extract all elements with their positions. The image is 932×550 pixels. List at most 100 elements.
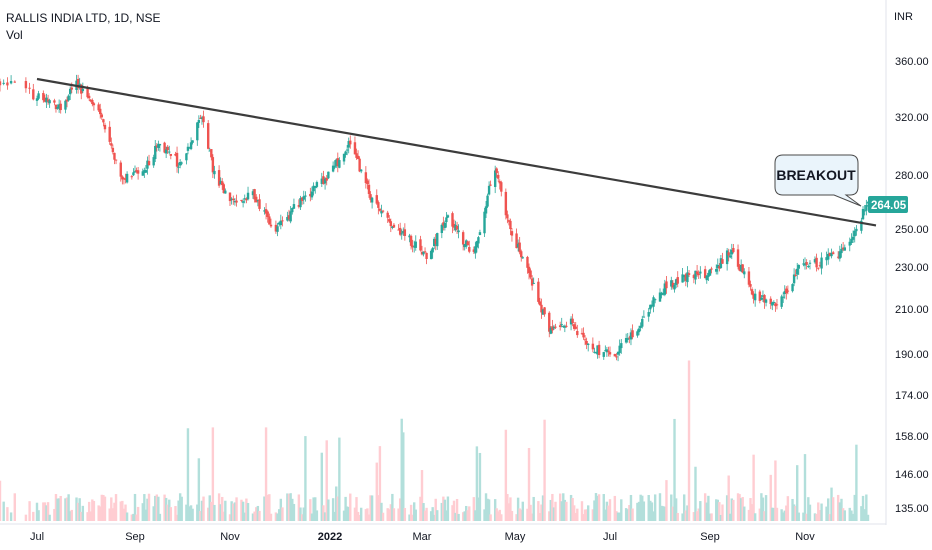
price-tick-label: 190.00 <box>895 349 929 361</box>
volume-bar <box>175 514 179 521</box>
candle <box>68 86 72 101</box>
candle <box>624 333 628 344</box>
breakout-callout[interactable]: BREAKOUT <box>774 154 862 207</box>
volume-bar <box>771 507 774 521</box>
candle <box>705 275 708 284</box>
time-axis[interactable]: Jul Sep Nov 2022 Mar May Jul Sep Nov <box>30 531 815 543</box>
volume-bar <box>266 494 269 521</box>
time-tick-label: Jul <box>603 531 617 543</box>
candle <box>560 317 563 328</box>
candle <box>703 265 707 279</box>
candle <box>468 240 471 254</box>
volume-bar <box>851 513 855 521</box>
volume-bar <box>692 512 696 521</box>
candle <box>241 198 245 208</box>
volume-bar <box>626 509 629 521</box>
volume-bar <box>817 502 820 521</box>
candle <box>355 148 358 160</box>
candle <box>258 194 261 212</box>
candle <box>344 150 347 158</box>
volume-bar <box>48 514 51 521</box>
candle <box>715 264 718 275</box>
candle <box>805 259 808 270</box>
volume-bar <box>325 440 328 521</box>
volume-bar <box>124 504 127 521</box>
volume-bar <box>191 508 194 521</box>
volume-bar <box>785 505 788 521</box>
volume-bar <box>345 506 349 521</box>
candle <box>419 235 422 252</box>
candle <box>65 96 69 108</box>
candle <box>629 328 633 346</box>
candle <box>697 270 700 279</box>
volume-bar <box>483 509 486 521</box>
candle <box>342 153 346 165</box>
volume-bar <box>189 505 193 521</box>
volume-bar <box>333 511 336 521</box>
resistance-trendline[interactable] <box>36 77 877 227</box>
price-axis[interactable]: 360.00 320.00 280.00 250.00 230.00 210.00 190.… <box>895 56 929 515</box>
volume-bar <box>498 509 501 521</box>
volume-bar <box>780 509 783 521</box>
volume-bar <box>642 501 646 521</box>
volume-bar <box>794 505 797 521</box>
candle <box>803 257 807 270</box>
candle <box>253 188 256 203</box>
volume-bar <box>684 510 688 521</box>
volume-bar <box>331 498 335 521</box>
volume-bar <box>808 504 812 521</box>
volume-bar <box>774 460 777 521</box>
candle <box>199 114 202 120</box>
volume-bar <box>413 502 416 521</box>
volume-bar <box>287 493 291 521</box>
candle <box>516 239 520 252</box>
volume-bar <box>727 475 730 521</box>
trendline-layer <box>36 77 877 227</box>
candle <box>530 275 534 291</box>
volume-label: Vol <box>6 28 23 42</box>
candle <box>596 345 599 359</box>
candle <box>164 146 168 159</box>
last-price-tag: 264.05 <box>868 196 908 213</box>
candle <box>240 199 243 203</box>
candle <box>28 82 31 94</box>
candle <box>322 170 325 185</box>
volume-bar <box>224 500 227 521</box>
candle <box>338 157 341 169</box>
volume-bar <box>358 514 361 521</box>
volume-bar <box>222 511 225 521</box>
candle <box>325 175 328 186</box>
volume-bar <box>506 493 509 521</box>
candle <box>103 122 107 133</box>
volume-bar <box>255 507 258 521</box>
candle <box>509 218 512 235</box>
candle <box>154 140 157 163</box>
volume-bar <box>772 507 776 521</box>
volume-bar <box>563 499 567 521</box>
volume-bar <box>367 514 371 521</box>
candle <box>155 143 159 152</box>
volume-bar <box>478 452 482 521</box>
volume-bar <box>707 495 710 521</box>
candle <box>132 168 135 177</box>
candle <box>813 256 817 264</box>
candle <box>628 335 631 344</box>
volume-bar <box>660 505 663 521</box>
candle <box>251 189 255 199</box>
candle <box>432 236 436 250</box>
volume-bar <box>662 506 665 521</box>
candle <box>710 266 713 274</box>
candle <box>414 235 417 251</box>
volume-bar <box>388 509 391 521</box>
time-tick-label: May <box>505 531 526 543</box>
volume-bar <box>628 505 631 521</box>
volume-bar <box>866 514 870 521</box>
volume-bar <box>300 514 304 521</box>
volume-bar <box>732 499 735 521</box>
volume-bar <box>585 509 588 521</box>
volume-bar <box>99 506 102 521</box>
volume-bar <box>529 504 532 521</box>
volume-bar <box>230 501 233 521</box>
volume-bar <box>532 496 535 521</box>
